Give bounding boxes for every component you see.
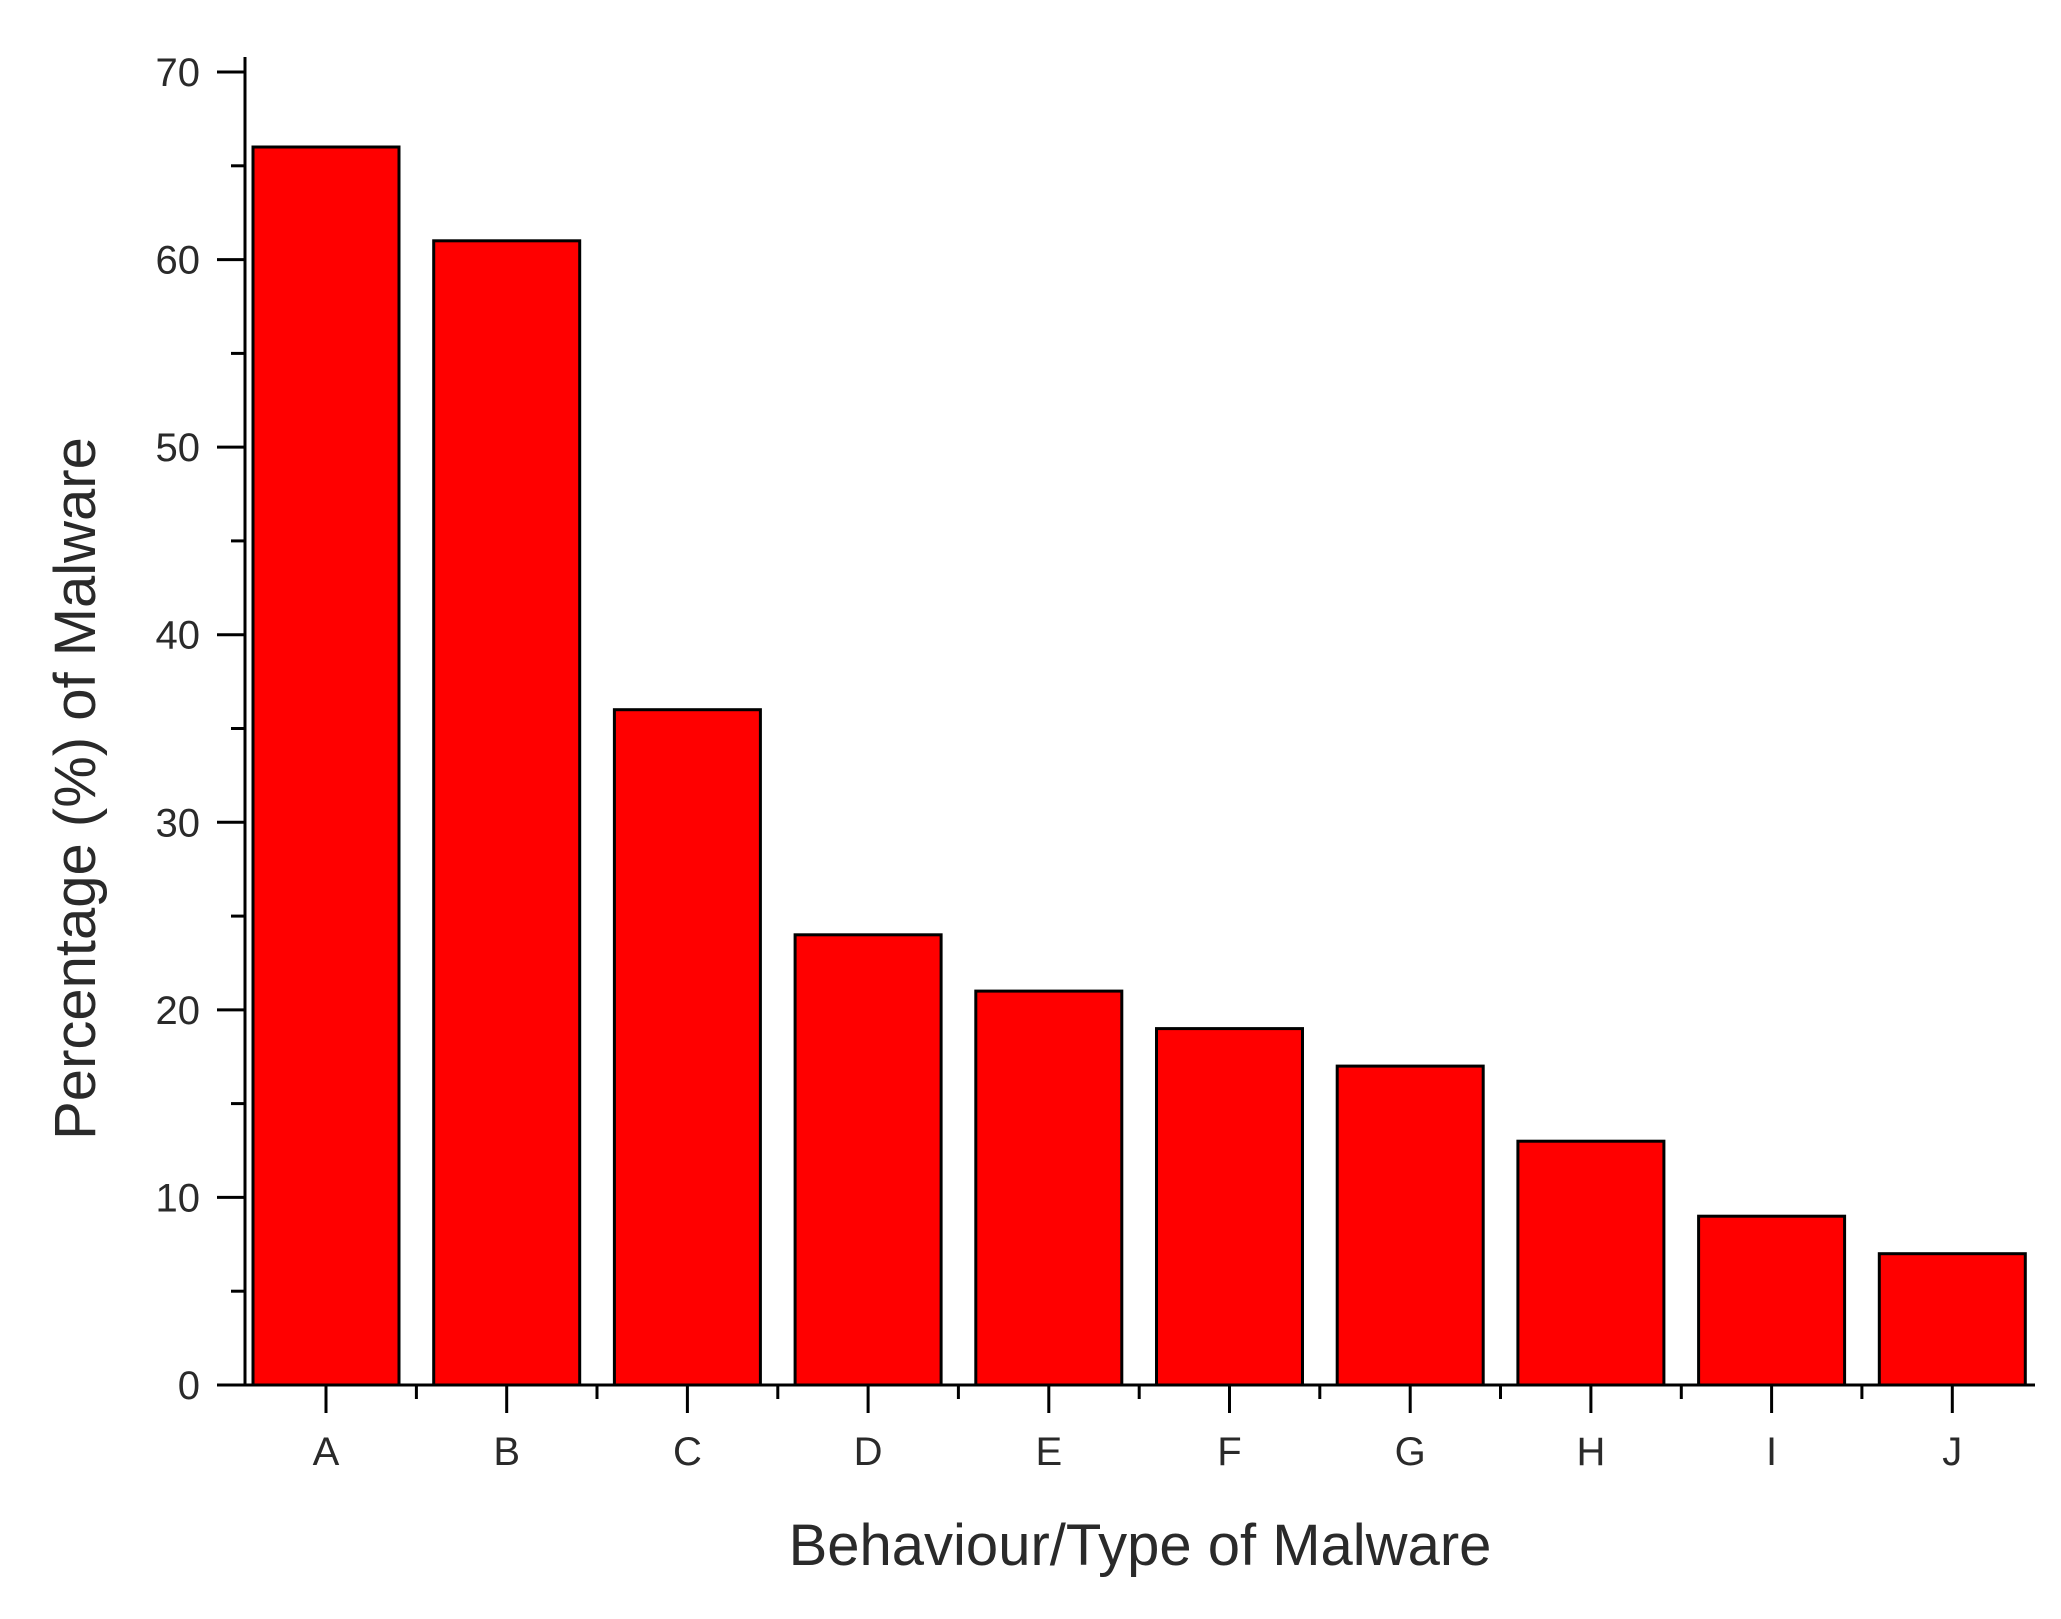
y-tick-label: 60 bbox=[156, 239, 201, 283]
y-tick-label: 10 bbox=[156, 1176, 201, 1220]
bar-G bbox=[1335, 1064, 1485, 1387]
x-tick-label: G bbox=[1395, 1430, 1426, 1474]
x-tick-label: E bbox=[1035, 1430, 1062, 1474]
bar-A bbox=[251, 145, 401, 1387]
x-ticks-group: A B C D E F G H I J bbox=[313, 1385, 1962, 1474]
x-axis-label: Behaviour/Type of Malware bbox=[789, 1513, 1492, 1578]
bars-group bbox=[251, 145, 2027, 1387]
y-tick-label: 70 bbox=[156, 51, 201, 95]
bar-H bbox=[1516, 1139, 1666, 1387]
y-tick-label: 50 bbox=[156, 426, 201, 470]
x-tick-label: B bbox=[493, 1430, 520, 1474]
x-tick-label: C bbox=[673, 1430, 702, 1474]
bar-I bbox=[1697, 1214, 1847, 1387]
bar-E bbox=[974, 989, 1124, 1387]
x-tick-label: J bbox=[1942, 1430, 1962, 1474]
x-tick-label: A bbox=[313, 1430, 340, 1474]
bar-J bbox=[1877, 1252, 2027, 1387]
y-tick-label: 40 bbox=[156, 614, 201, 658]
x-tick-label: D bbox=[854, 1430, 883, 1474]
x-tick-label: F bbox=[1217, 1430, 1241, 1474]
x-tick-label: H bbox=[1576, 1430, 1605, 1474]
bar-D bbox=[793, 933, 943, 1387]
bar-C bbox=[612, 708, 762, 1387]
bar-B bbox=[432, 239, 582, 1387]
y-tick-label: 0 bbox=[178, 1364, 200, 1408]
y-tick-label: 30 bbox=[156, 801, 201, 845]
bar-F bbox=[1155, 1027, 1304, 1387]
y-axis-label: Percentage (%) of Malware bbox=[43, 437, 108, 1140]
x-tick-label: I bbox=[1766, 1430, 1777, 1474]
y-ticks-group: 0 10 20 30 40 50 60 70 bbox=[156, 51, 245, 1408]
axes-group bbox=[217, 57, 2035, 1387]
y-tick-label: 20 bbox=[156, 989, 201, 1033]
